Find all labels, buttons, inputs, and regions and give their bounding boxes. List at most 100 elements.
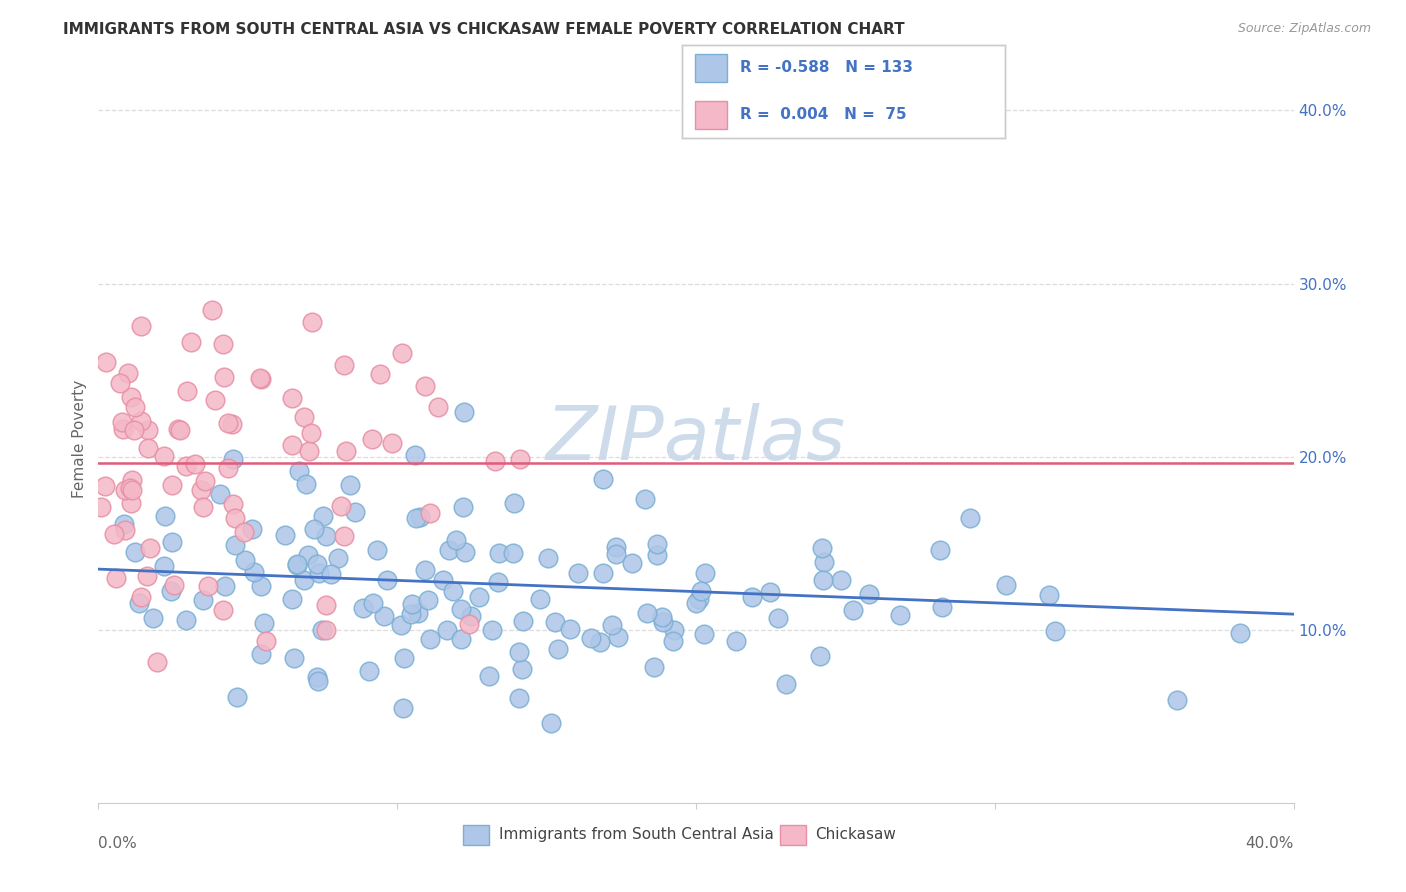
Point [197,578,219,592]
Point [159,584,181,599]
Point [690,583,713,598]
Point [775,677,797,691]
Point [529,592,551,607]
Point [453,405,475,419]
Point [724,633,747,648]
Point [544,615,567,630]
Point [503,496,526,510]
Point [419,632,441,646]
Point [808,649,831,664]
Point [458,616,481,631]
Point [366,542,388,557]
Point [163,578,186,592]
Point [605,547,627,561]
Point [432,573,454,587]
Point [242,566,264,580]
Point [357,665,380,679]
Point [454,545,477,559]
Point [280,392,302,406]
Point [249,372,271,386]
Point [120,481,142,495]
Point [391,345,413,359]
Point [437,543,460,558]
Point [813,556,835,570]
Text: R =  0.004   N =  75: R = 0.004 N = 75 [740,107,907,122]
Point [224,511,246,525]
Point [409,509,432,524]
Point [693,627,716,641]
FancyBboxPatch shape [463,824,489,845]
Point [139,541,162,555]
Point [191,593,214,607]
Point [335,444,357,458]
Point [311,624,333,638]
FancyBboxPatch shape [779,824,806,845]
Point [889,607,911,622]
Point [315,529,337,543]
Point [560,622,582,636]
Point [249,371,271,385]
Point [224,538,246,552]
Point [537,551,560,566]
Point [110,376,132,391]
Point [167,422,190,436]
Point [352,601,374,615]
Point [333,358,356,372]
Point [153,508,176,523]
Text: Chickasaw: Chickasaw [815,827,897,842]
Point [1229,626,1251,640]
Point [117,366,139,380]
Point [620,556,643,570]
Point [413,563,436,577]
Text: Source: ZipAtlas.com: Source: ZipAtlas.com [1237,22,1371,36]
Point [120,390,142,404]
Point [450,632,472,646]
Point [201,303,224,318]
Point [191,500,214,514]
Point [995,578,1018,592]
Point [287,557,309,571]
Text: 0.0%: 0.0% [98,836,138,850]
Point [540,716,562,731]
Point [120,496,142,510]
Point [509,452,531,467]
Point [811,541,834,555]
Point [510,662,533,676]
Point [136,569,159,583]
Text: Immigrants from South Central Asia: Immigrants from South Central Asia [499,827,773,842]
Point [217,416,239,430]
Point [308,566,330,580]
Point [508,645,530,659]
Point [194,474,217,488]
Point [283,651,305,665]
Text: 40.0%: 40.0% [1246,836,1294,850]
Point [209,487,232,501]
Point [634,491,657,506]
Point [651,610,673,624]
Point [441,584,464,599]
Point [401,597,423,611]
Point [128,596,150,610]
Point [250,647,273,661]
Point [685,596,707,610]
Point [636,606,658,620]
Point [222,497,245,511]
Point [214,579,236,593]
Bar [695,101,727,129]
Point [567,566,589,580]
Point [758,584,780,599]
Point [381,435,404,450]
Point [959,510,981,524]
Point [299,426,322,441]
Point [105,571,128,585]
Point [103,527,125,541]
Point [169,423,191,437]
Point [129,414,152,428]
Point [664,623,686,637]
Point [153,559,176,574]
Point [174,613,197,627]
Point [413,379,436,393]
Point [392,701,415,715]
Point [451,500,474,515]
Point [307,673,329,688]
